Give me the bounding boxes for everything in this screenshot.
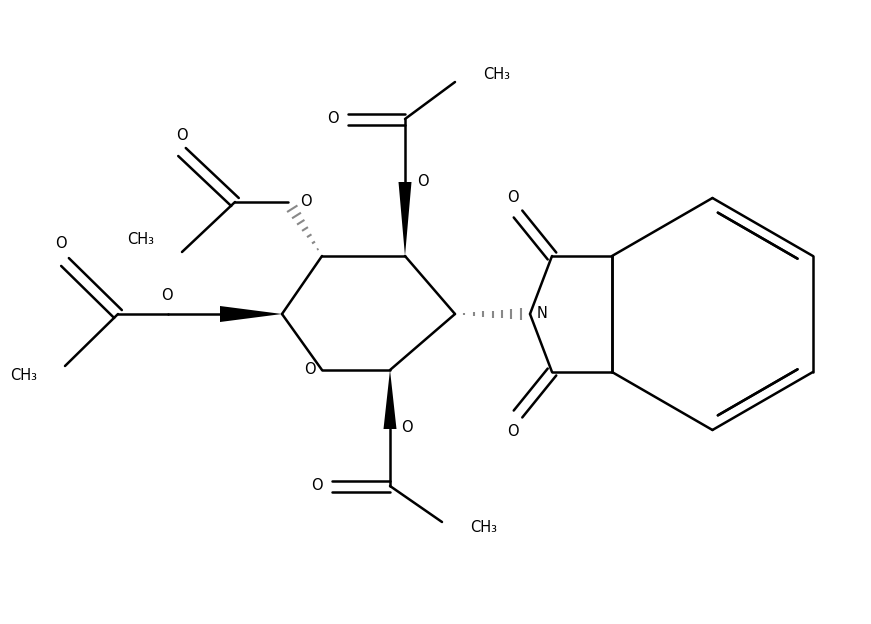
Text: O: O (300, 193, 312, 208)
Polygon shape (383, 370, 396, 429)
Text: O: O (507, 424, 519, 439)
Text: O: O (327, 110, 339, 125)
Text: CH₃: CH₃ (483, 67, 510, 82)
Text: O: O (507, 190, 519, 205)
Text: CH₃: CH₃ (10, 369, 37, 384)
Text: CH₃: CH₃ (127, 233, 154, 248)
Text: O: O (176, 127, 188, 142)
Text: N: N (537, 306, 548, 321)
Text: O: O (402, 421, 413, 436)
Text: O: O (311, 477, 323, 492)
Text: O: O (417, 173, 429, 188)
Text: O: O (304, 361, 316, 376)
Text: O: O (55, 236, 67, 251)
Polygon shape (399, 182, 411, 256)
Text: O: O (161, 288, 172, 303)
Polygon shape (220, 306, 282, 322)
Text: CH₃: CH₃ (470, 520, 497, 535)
